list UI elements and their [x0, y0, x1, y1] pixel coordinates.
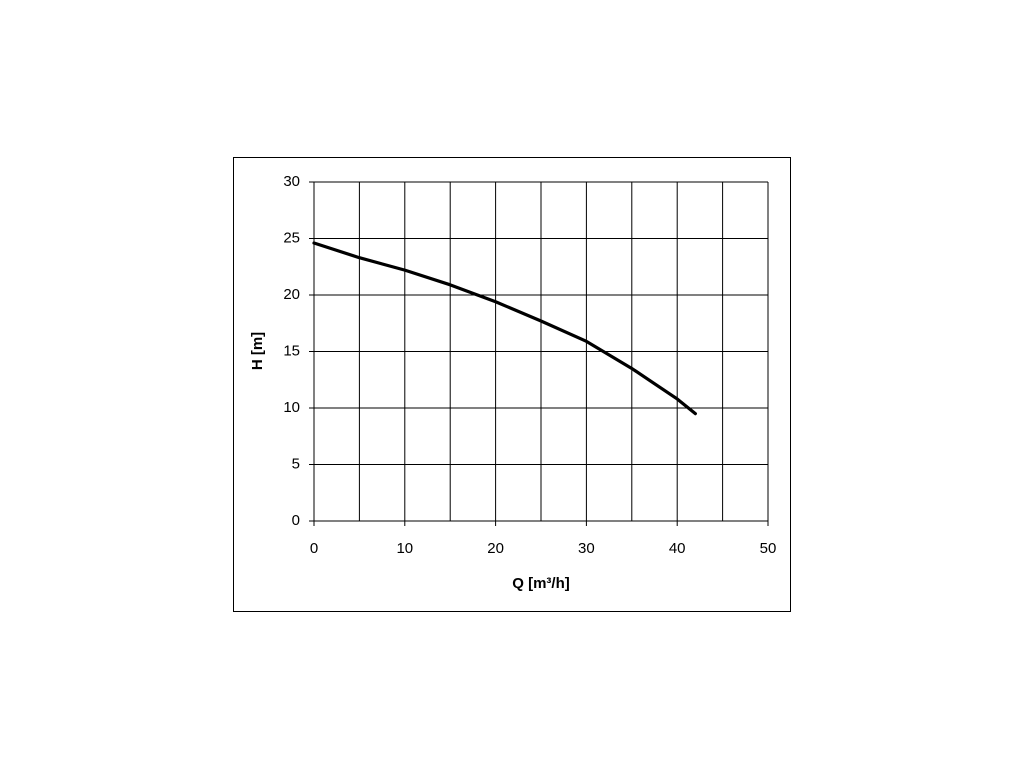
x-tick-label: 20	[487, 540, 504, 557]
y-tick-label: 15	[283, 342, 300, 359]
data-line	[312, 241, 697, 416]
y-axis-label: H [m]	[249, 332, 266, 370]
y-tick-label: 10	[283, 399, 300, 416]
y-tick-label: 0	[292, 512, 300, 529]
x-tick-label: 40	[669, 540, 686, 557]
x-tick-label: 50	[760, 540, 777, 557]
y-tick-label: 25	[283, 229, 300, 246]
chart-frame	[233, 157, 791, 612]
x-tick-label: 30	[578, 540, 595, 557]
y-tick-label: 5	[292, 455, 300, 472]
x-tick-label: 0	[310, 540, 318, 557]
x-tick-label: 10	[396, 540, 413, 557]
y-tick-label: 30	[283, 173, 300, 190]
x-axis-label: Q [m³/h]	[512, 575, 570, 592]
y-tick-label: 20	[283, 286, 300, 303]
